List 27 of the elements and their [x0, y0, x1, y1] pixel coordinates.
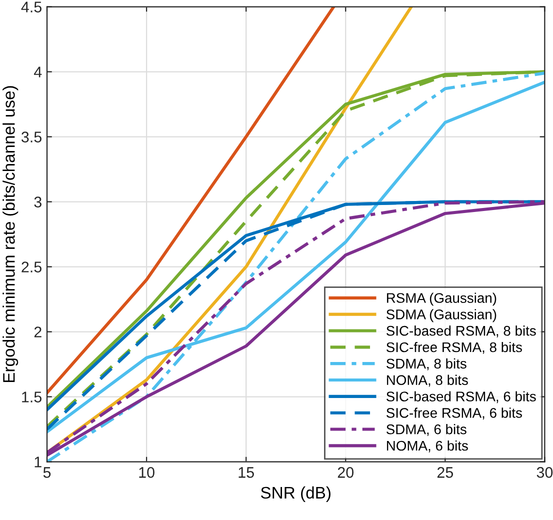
y-tick-label: 4.5 — [21, 2, 42, 12]
y-tick-label: 2.5 — [22, 262, 42, 272]
legend-label: SDMA, 6 bits — [386, 424, 466, 436]
legend-label: NOMA, 8 bits — [386, 374, 468, 387]
x-tick-label: 30 — [536, 467, 553, 478]
x-tick-label: 15 — [238, 467, 254, 478]
y-tick-label: 2 — [34, 326, 42, 338]
y-axis-title: Ergodic minimum rate (bits/channel use) — [2, 86, 18, 382]
y-tick-label: 1 — [34, 456, 42, 468]
x-tick-label: 10 — [139, 467, 154, 478]
legend-label: SDMA, 8 bits — [386, 358, 466, 370]
x-tick-label: 25 — [437, 467, 454, 478]
legend-label: SIC-based RSMA, 8 bits — [386, 326, 536, 338]
legend-label: SIC-free RSMA, 8 bits — [386, 342, 522, 354]
legend-label: SIC-based RSMA, 6 bits — [386, 391, 536, 404]
y-tick-label: 3 — [34, 196, 42, 208]
x-tick-label: 20 — [338, 467, 354, 478]
y-tick-label: 1.5 — [22, 392, 42, 402]
y-tick-label: 3.5 — [21, 132, 42, 142]
x-tick-label: 5 — [43, 467, 51, 478]
legend-label: SDMA (Gaussian) — [386, 309, 496, 322]
legend-label: SIC-free RSMA, 6 bits — [386, 408, 522, 420]
line-series — [47, 6, 336, 394]
legend-label: NOMA, 6 bits — [386, 440, 468, 452]
y-tick-label: 4 — [34, 66, 42, 78]
x-axis-title: SNR (dB) — [260, 486, 330, 502]
legend-label: RSMA (Gaussian) — [386, 292, 496, 306]
